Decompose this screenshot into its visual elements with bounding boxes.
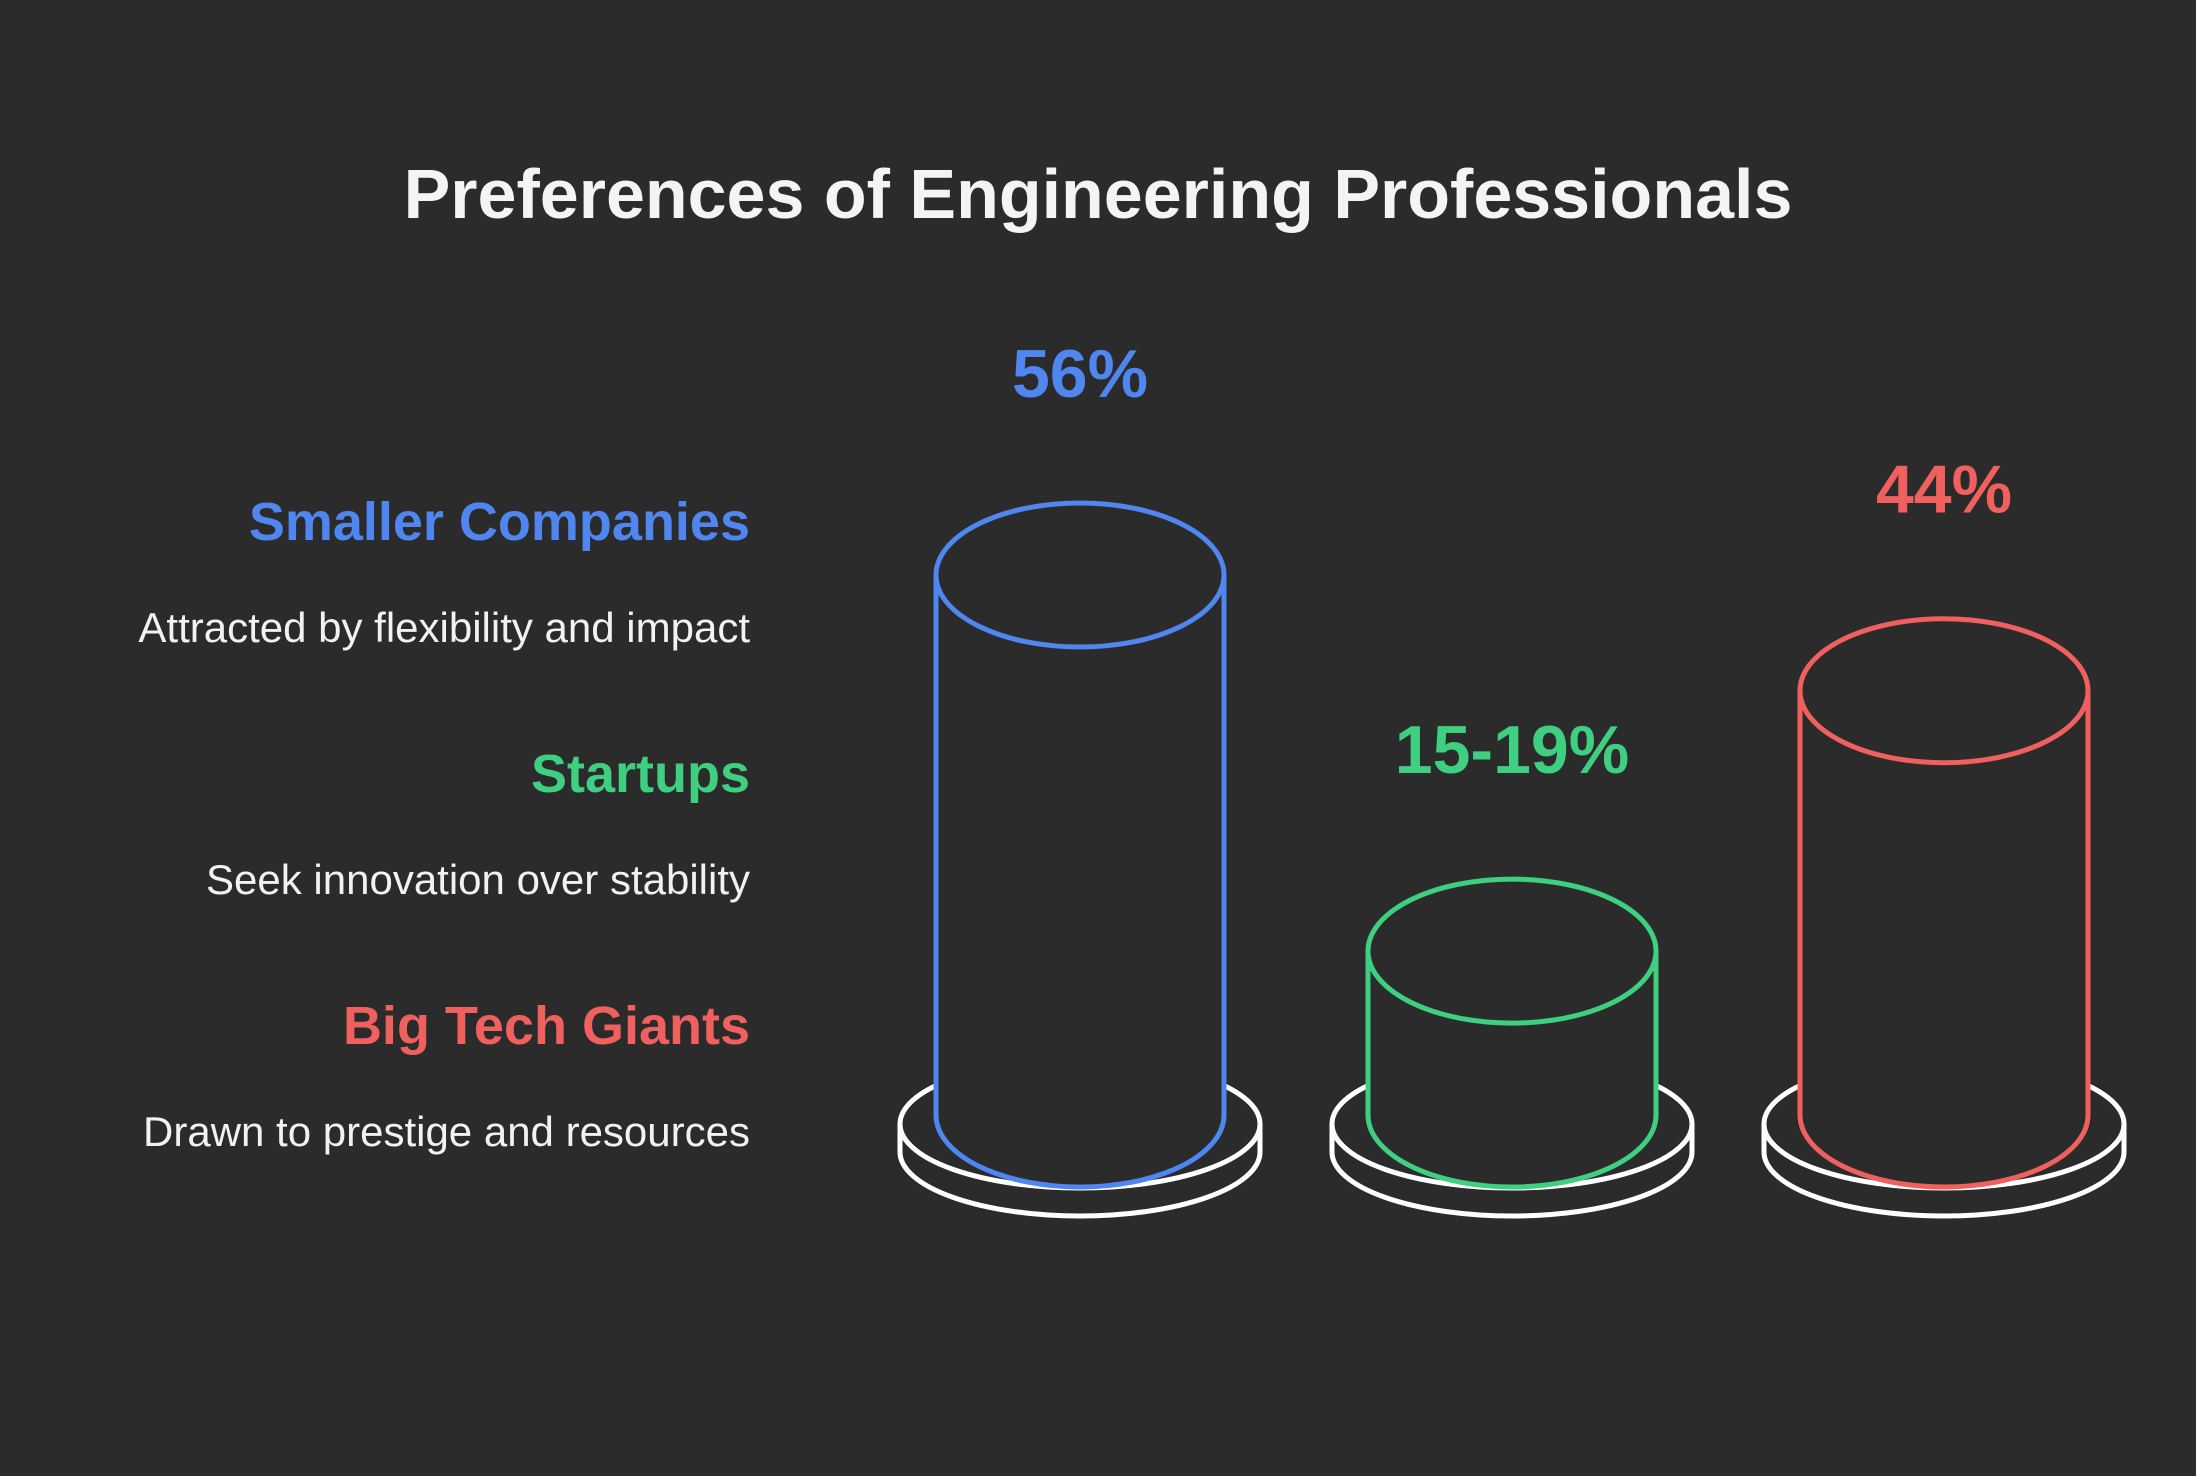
- legend-description-startups: Seek innovation over stability: [206, 856, 750, 903]
- legend-description-big-tech-giants: Drawn to prestige and resources: [143, 1108, 750, 1155]
- legend-description-smaller-companies: Attracted by flexibility and impact: [138, 604, 750, 651]
- bar-body-smaller-companies: [933, 572, 1227, 1190]
- bar-cap-startups: [1365, 876, 1659, 1026]
- bar-group-smaller-companies: 56%: [897, 336, 1263, 1219]
- value-label-smaller-companies: 56%: [1012, 336, 1148, 412]
- legend-heading-smaller-companies: Smaller Companies: [249, 492, 750, 552]
- legend-heading-startups: Startups: [531, 744, 750, 804]
- legend: Smaller Companies Attracted by flexibili…: [138, 492, 750, 1155]
- legend-heading-big-tech-giants: Big Tech Giants: [343, 996, 750, 1056]
- value-label-startups: 15-19%: [1395, 712, 1629, 788]
- bar-body-big-tech-giants: [1797, 688, 2091, 1190]
- value-label-big-tech-giants: 44%: [1876, 452, 2012, 528]
- chart-title: Preferences of Engineering Professionals: [404, 155, 1793, 233]
- bar-group-startups: 15-19%: [1329, 712, 1695, 1219]
- bar-cap-smaller-companies: [933, 500, 1227, 650]
- bar-group-big-tech-giants: 44%: [1761, 452, 2127, 1219]
- bar-cap-big-tech-giants: [1797, 616, 2091, 766]
